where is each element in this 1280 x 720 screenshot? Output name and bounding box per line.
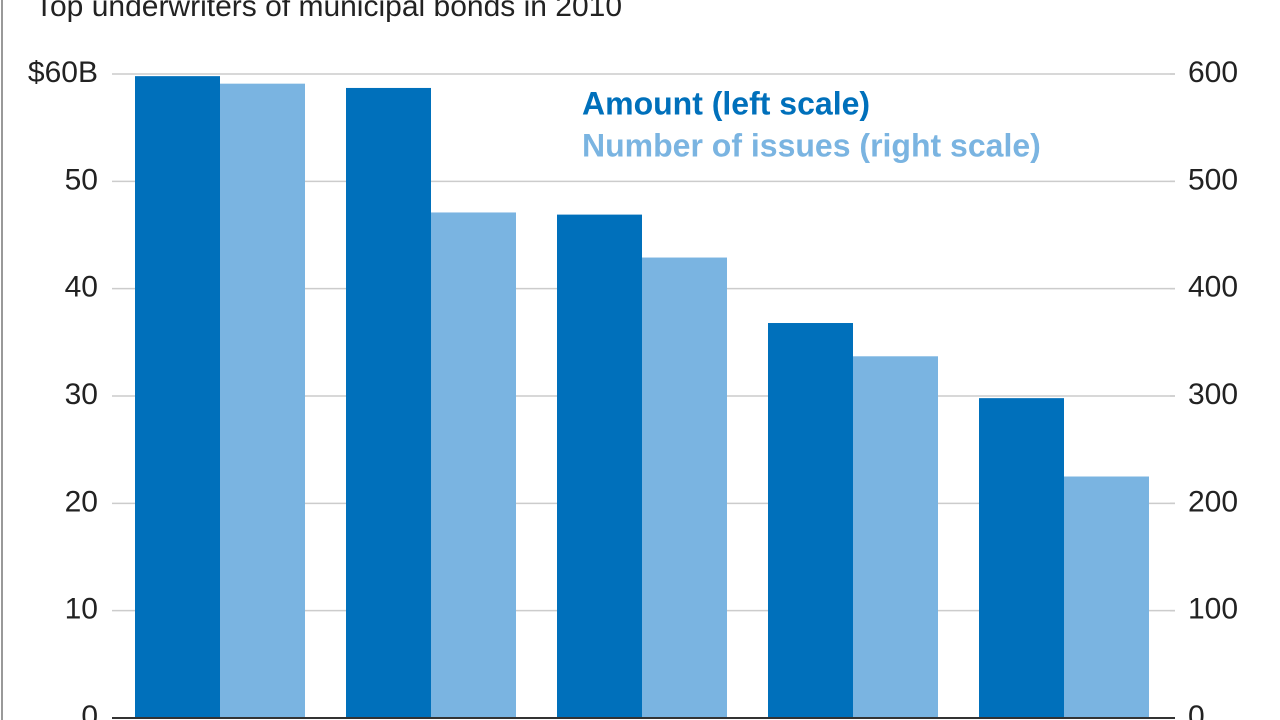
bar [853,356,938,718]
y2-tick-label: 100 [1188,593,1238,626]
y2-tick-label: 0 [1188,700,1205,720]
bar [220,83,305,718]
bar [346,87,431,719]
y-tick-label: $60B [28,56,98,89]
bar [557,214,642,718]
bar [135,76,220,718]
y2-tick-label: 300 [1188,378,1238,411]
y2-tick-label: 600 [1188,56,1238,89]
y-tick-label: 20 [65,485,98,518]
y-tick-label: 30 [65,378,98,411]
y2-tick-label: 200 [1188,485,1238,518]
bar [642,257,727,718]
y2-tick-label: 500 [1188,163,1238,196]
legend-entry: Amount (left scale) [582,85,870,121]
chart-title: Top underwriters of municipal bonds in 2… [35,0,622,23]
legend-entry: Number of issues (right scale) [582,127,1041,163]
y-tick-label: 40 [65,271,98,304]
y-tick-label: 50 [65,163,98,196]
y-tick-label: 10 [65,593,98,626]
y2-tick-label: 400 [1188,271,1238,304]
bar [768,323,853,718]
y-tick-label: 0 [81,700,98,720]
bar [431,212,516,718]
bar [979,398,1064,718]
bar [1064,476,1149,718]
